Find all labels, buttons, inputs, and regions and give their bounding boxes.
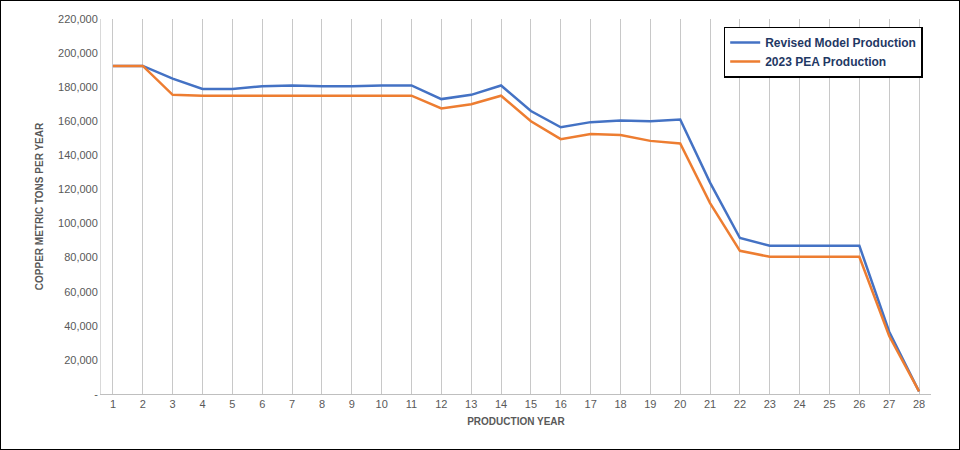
svg-text:2023 PEA Production: 2023 PEA Production [765, 55, 886, 69]
svg-text:7: 7 [289, 398, 295, 410]
svg-text:13: 13 [465, 398, 477, 410]
svg-text:Revised Model Production: Revised Model Production [765, 36, 916, 50]
svg-text:28: 28 [913, 398, 925, 410]
svg-text:COPPER METRIC TONS PER YEAR: COPPER METRIC TONS PER YEAR [34, 122, 45, 290]
svg-text:-: - [94, 388, 98, 400]
svg-text:180,000: 180,000 [58, 81, 98, 93]
svg-text:140,000: 140,000 [58, 149, 98, 161]
svg-text:8: 8 [319, 398, 325, 410]
svg-text:26: 26 [853, 398, 865, 410]
svg-text:25: 25 [823, 398, 835, 410]
svg-text:17: 17 [585, 398, 597, 410]
svg-text:4: 4 [199, 398, 205, 410]
svg-text:2: 2 [140, 398, 146, 410]
svg-text:20: 20 [674, 398, 686, 410]
svg-text:21: 21 [704, 398, 716, 410]
svg-text:14: 14 [495, 398, 507, 410]
svg-text:220,000: 220,000 [58, 13, 98, 25]
svg-text:80,000: 80,000 [64, 251, 98, 263]
svg-text:60,000: 60,000 [64, 286, 98, 298]
svg-text:5: 5 [229, 398, 235, 410]
svg-text:9: 9 [349, 398, 355, 410]
svg-text:18: 18 [614, 398, 626, 410]
svg-text:200,000: 200,000 [58, 47, 98, 59]
svg-text:10: 10 [376, 398, 388, 410]
svg-text:22: 22 [734, 398, 746, 410]
svg-text:27: 27 [883, 398, 895, 410]
svg-text:24: 24 [794, 398, 806, 410]
svg-text:160,000: 160,000 [58, 115, 98, 127]
svg-text:3: 3 [170, 398, 176, 410]
svg-text:6: 6 [259, 398, 265, 410]
svg-text:16: 16 [555, 398, 567, 410]
svg-text:100,000: 100,000 [58, 217, 98, 229]
svg-text:20,000: 20,000 [64, 354, 98, 366]
svg-text:11: 11 [406, 398, 417, 410]
svg-text:15: 15 [525, 398, 537, 410]
svg-text:19: 19 [644, 398, 656, 410]
svg-text:23: 23 [764, 398, 776, 410]
svg-text:120,000: 120,000 [58, 183, 98, 195]
svg-text:12: 12 [435, 398, 447, 410]
svg-text:1: 1 [110, 398, 116, 410]
svg-text:40,000: 40,000 [64, 320, 98, 332]
svg-text:PRODUCTION YEAR: PRODUCTION YEAR [467, 416, 565, 427]
